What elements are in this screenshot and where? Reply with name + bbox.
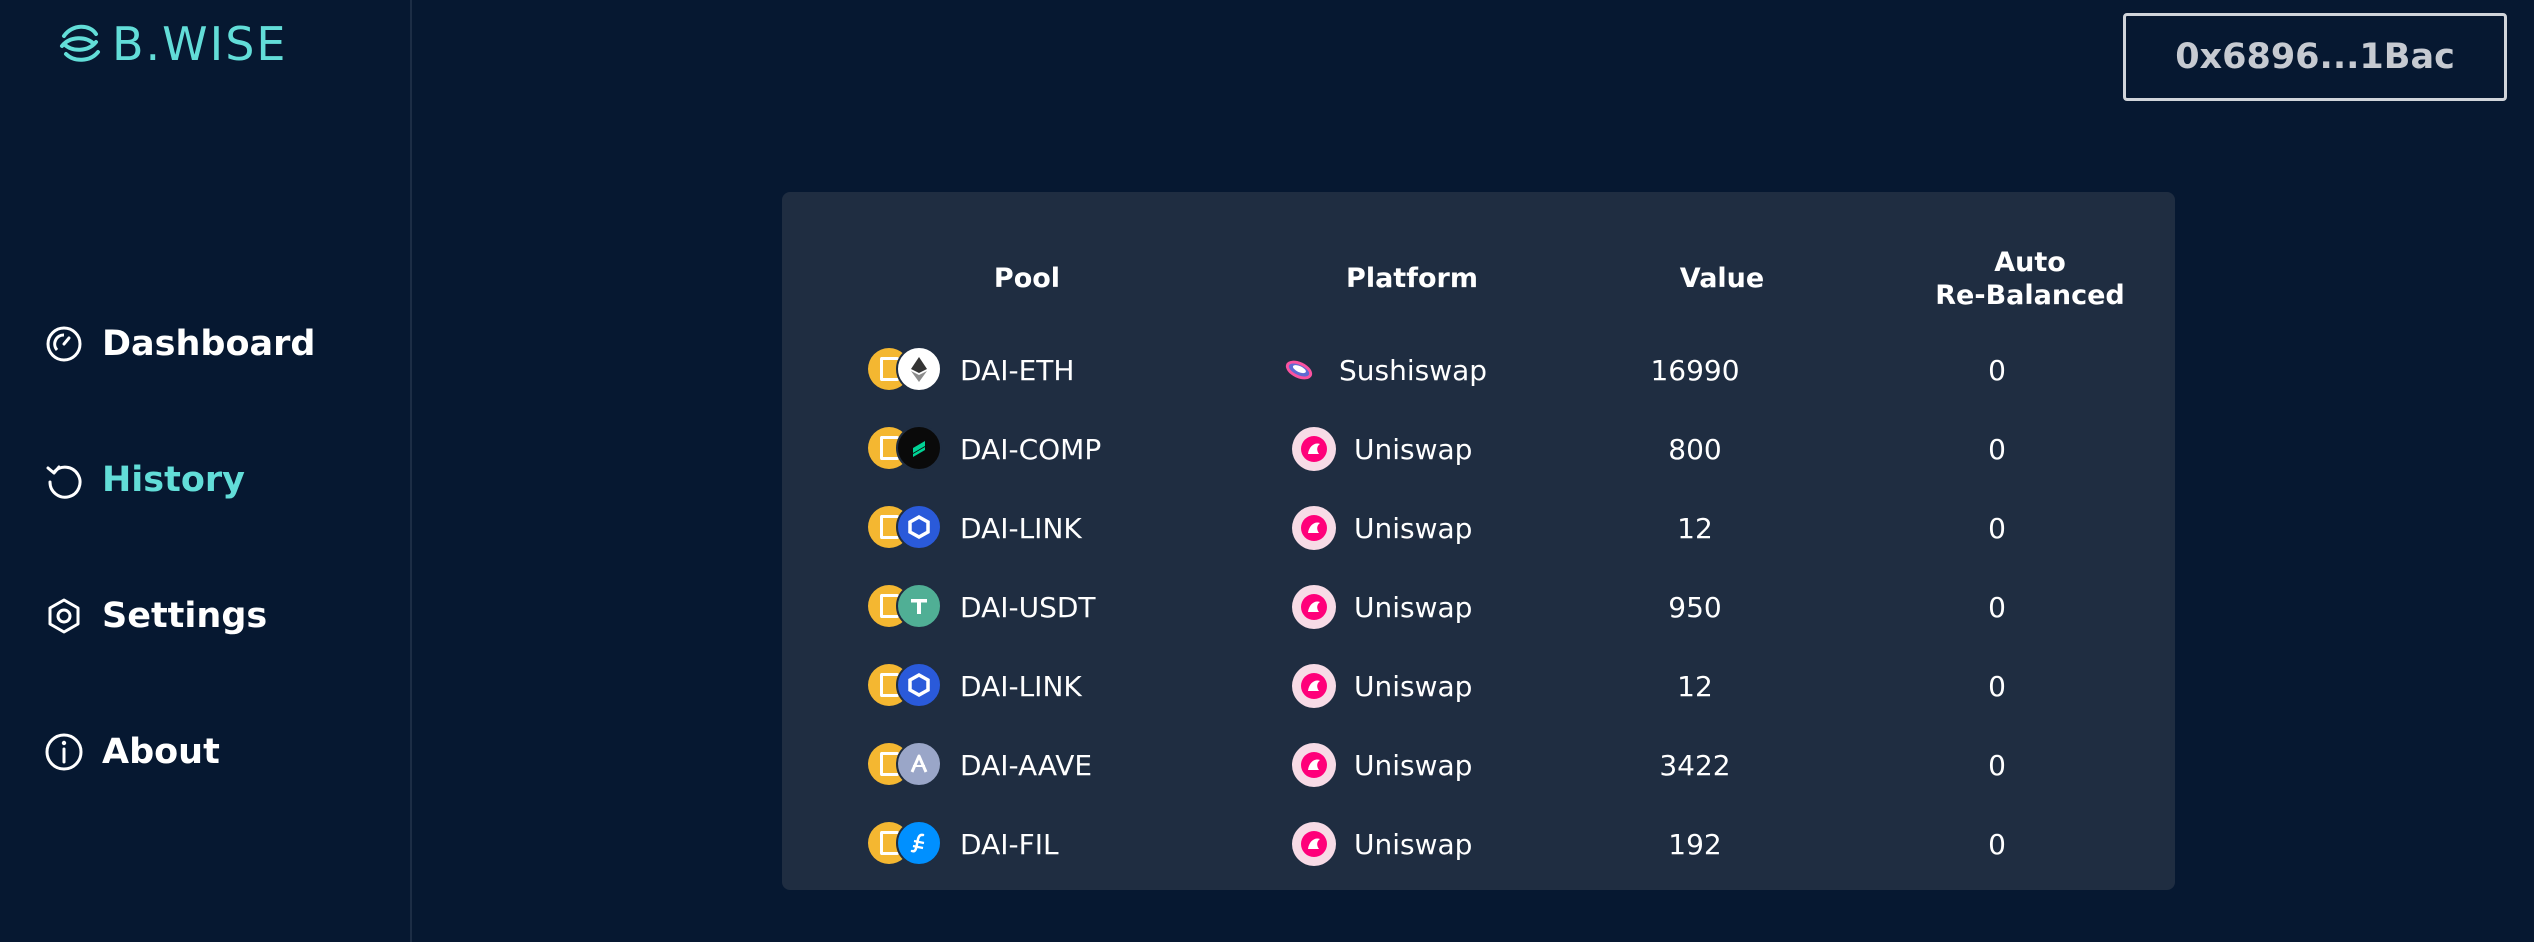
platform-cell: Uniswap bbox=[1292, 567, 1472, 647]
history-icon bbox=[46, 465, 82, 499]
pool-name: DAI-ETH bbox=[960, 353, 1075, 387]
column-header-line: Re-Balanced bbox=[1935, 280, 2125, 311]
auto-rebalanced-count: 0 bbox=[1988, 511, 2006, 545]
aave-icon bbox=[896, 741, 942, 787]
auto-rebalanced-count: 0 bbox=[1988, 590, 2006, 624]
app-name: B.WISE bbox=[112, 17, 288, 71]
usdt-icon bbox=[896, 583, 942, 629]
sidebar-item-label: About bbox=[102, 732, 220, 772]
settings-icon bbox=[48, 598, 80, 634]
pool-name: DAI-LINK bbox=[960, 511, 1082, 545]
platform-cell: Uniswap bbox=[1292, 488, 1472, 568]
pool-cell: DAI-ETH bbox=[868, 330, 1074, 410]
sidebar-item-label: Dashboard bbox=[102, 324, 316, 364]
app-logo[interactable]: B.WISE bbox=[54, 14, 288, 74]
value: 950 bbox=[1668, 590, 1722, 624]
logo-icon bbox=[60, 24, 100, 62]
table-header: Pool Platform Value Auto Re-Balanced bbox=[782, 192, 2175, 342]
info-icon bbox=[45, 733, 83, 771]
pool-name: DAI-COMP bbox=[960, 432, 1102, 466]
pool-history-table: Pool Platform Value Auto Re-Balanced DAI… bbox=[782, 192, 2175, 890]
pool-cell: DAI-LINK bbox=[868, 646, 1082, 726]
gauge-icon bbox=[46, 326, 82, 362]
column-header-line: Auto bbox=[1994, 247, 2066, 278]
token-pair-icon bbox=[868, 820, 942, 866]
wallet-address-button[interactable]: 0x6896...1Bac bbox=[2123, 13, 2507, 101]
auto-rebalanced-count: 0 bbox=[1988, 748, 2006, 782]
column-header-auto-rebalanced: Auto Re-Balanced bbox=[1880, 246, 2180, 312]
sidebar-item-dashboard[interactable]: Dashboard bbox=[44, 316, 315, 372]
pool-cell: DAI-LINK bbox=[868, 488, 1082, 568]
platform-name: Uniswap bbox=[1354, 432, 1473, 466]
sidebar-item-label: Settings bbox=[102, 596, 268, 636]
value: 800 bbox=[1668, 432, 1722, 466]
uniswap-icon bbox=[1292, 664, 1336, 708]
value: 3422 bbox=[1659, 748, 1731, 782]
auto-rebalanced-count: 0 bbox=[1988, 669, 2006, 703]
token-pair-icon bbox=[868, 583, 942, 629]
platform-cell: Sushiswap bbox=[1277, 330, 1487, 410]
sidebar-nav: Dashboard History Settings About bbox=[44, 316, 315, 860]
auto-rebalanced-count: 0 bbox=[1988, 827, 2006, 861]
token-pair-icon bbox=[868, 662, 942, 708]
pool-cell: DAI-COMP bbox=[868, 409, 1101, 489]
pool-cell: DAI-FIL bbox=[868, 804, 1059, 884]
platform-name: Uniswap bbox=[1354, 511, 1473, 545]
column-header-value: Value bbox=[1679, 263, 1765, 294]
token-pair-icon bbox=[868, 504, 942, 550]
table-row[interactable]: DAI-FIL Uniswap 192 0 bbox=[782, 804, 2175, 884]
uniswap-icon bbox=[1292, 822, 1336, 866]
token-pair-icon bbox=[868, 741, 942, 787]
token-pair-icon bbox=[868, 346, 942, 392]
sidebar-item-history[interactable]: History bbox=[44, 452, 315, 508]
pool-name: DAI-LINK bbox=[960, 669, 1082, 703]
sidebar: B.WISE Dashboard History Settings bbox=[0, 0, 412, 942]
platform-name: Uniswap bbox=[1354, 827, 1473, 861]
table-row[interactable]: DAI-USDT Uniswap 950 0 bbox=[782, 567, 2175, 647]
table-row[interactable]: DAI-LINK Uniswap 12 0 bbox=[782, 488, 2175, 568]
pool-name: DAI-AAVE bbox=[960, 748, 1093, 782]
value: 16990 bbox=[1650, 353, 1740, 387]
fil-icon bbox=[896, 820, 942, 866]
platform-cell: Uniswap bbox=[1292, 725, 1472, 805]
auto-rebalanced-count: 0 bbox=[1988, 432, 2006, 466]
value: 12 bbox=[1677, 511, 1713, 545]
column-header-platform: Platform bbox=[1346, 263, 1478, 294]
platform-cell: Uniswap bbox=[1292, 409, 1472, 489]
value: 12 bbox=[1677, 669, 1713, 703]
pool-cell: DAI-USDT bbox=[868, 567, 1096, 647]
value: 192 bbox=[1668, 827, 1722, 861]
uniswap-icon bbox=[1292, 743, 1336, 787]
link-icon bbox=[896, 662, 942, 708]
eth-icon bbox=[896, 346, 942, 392]
table-row[interactable]: DAI-ETH Sushiswap 16990 0 bbox=[782, 330, 2175, 410]
pool-name: DAI-USDT bbox=[960, 590, 1096, 624]
sushiswap-icon bbox=[1277, 348, 1321, 392]
platform-cell: Uniswap bbox=[1292, 646, 1472, 726]
table-row[interactable]: DAI-COMP Uniswap 800 0 bbox=[782, 409, 2175, 489]
platform-name: Uniswap bbox=[1354, 669, 1473, 703]
platform-name: Uniswap bbox=[1354, 748, 1473, 782]
column-header-pool: Pool bbox=[993, 263, 1061, 294]
comp-icon bbox=[896, 425, 942, 471]
uniswap-icon bbox=[1292, 506, 1336, 550]
sidebar-item-settings[interactable]: Settings bbox=[44, 588, 315, 644]
platform-cell: Uniswap bbox=[1292, 804, 1472, 884]
uniswap-icon bbox=[1292, 427, 1336, 471]
pool-cell: DAI-AAVE bbox=[868, 725, 1092, 805]
pool-name: DAI-FIL bbox=[960, 827, 1059, 861]
token-pair-icon bbox=[868, 425, 942, 471]
platform-name: Uniswap bbox=[1354, 590, 1473, 624]
platform-name: Sushiswap bbox=[1339, 353, 1488, 387]
table-row[interactable]: DAI-LINK Uniswap 12 0 bbox=[782, 646, 2175, 726]
link-icon bbox=[896, 504, 942, 550]
uniswap-icon bbox=[1292, 585, 1336, 629]
table-row[interactable]: DAI-AAVE Uniswap 3422 0 bbox=[782, 725, 2175, 805]
auto-rebalanced-count: 0 bbox=[1988, 353, 2006, 387]
sidebar-item-label: History bbox=[102, 460, 245, 500]
sidebar-item-about[interactable]: About bbox=[44, 724, 315, 780]
